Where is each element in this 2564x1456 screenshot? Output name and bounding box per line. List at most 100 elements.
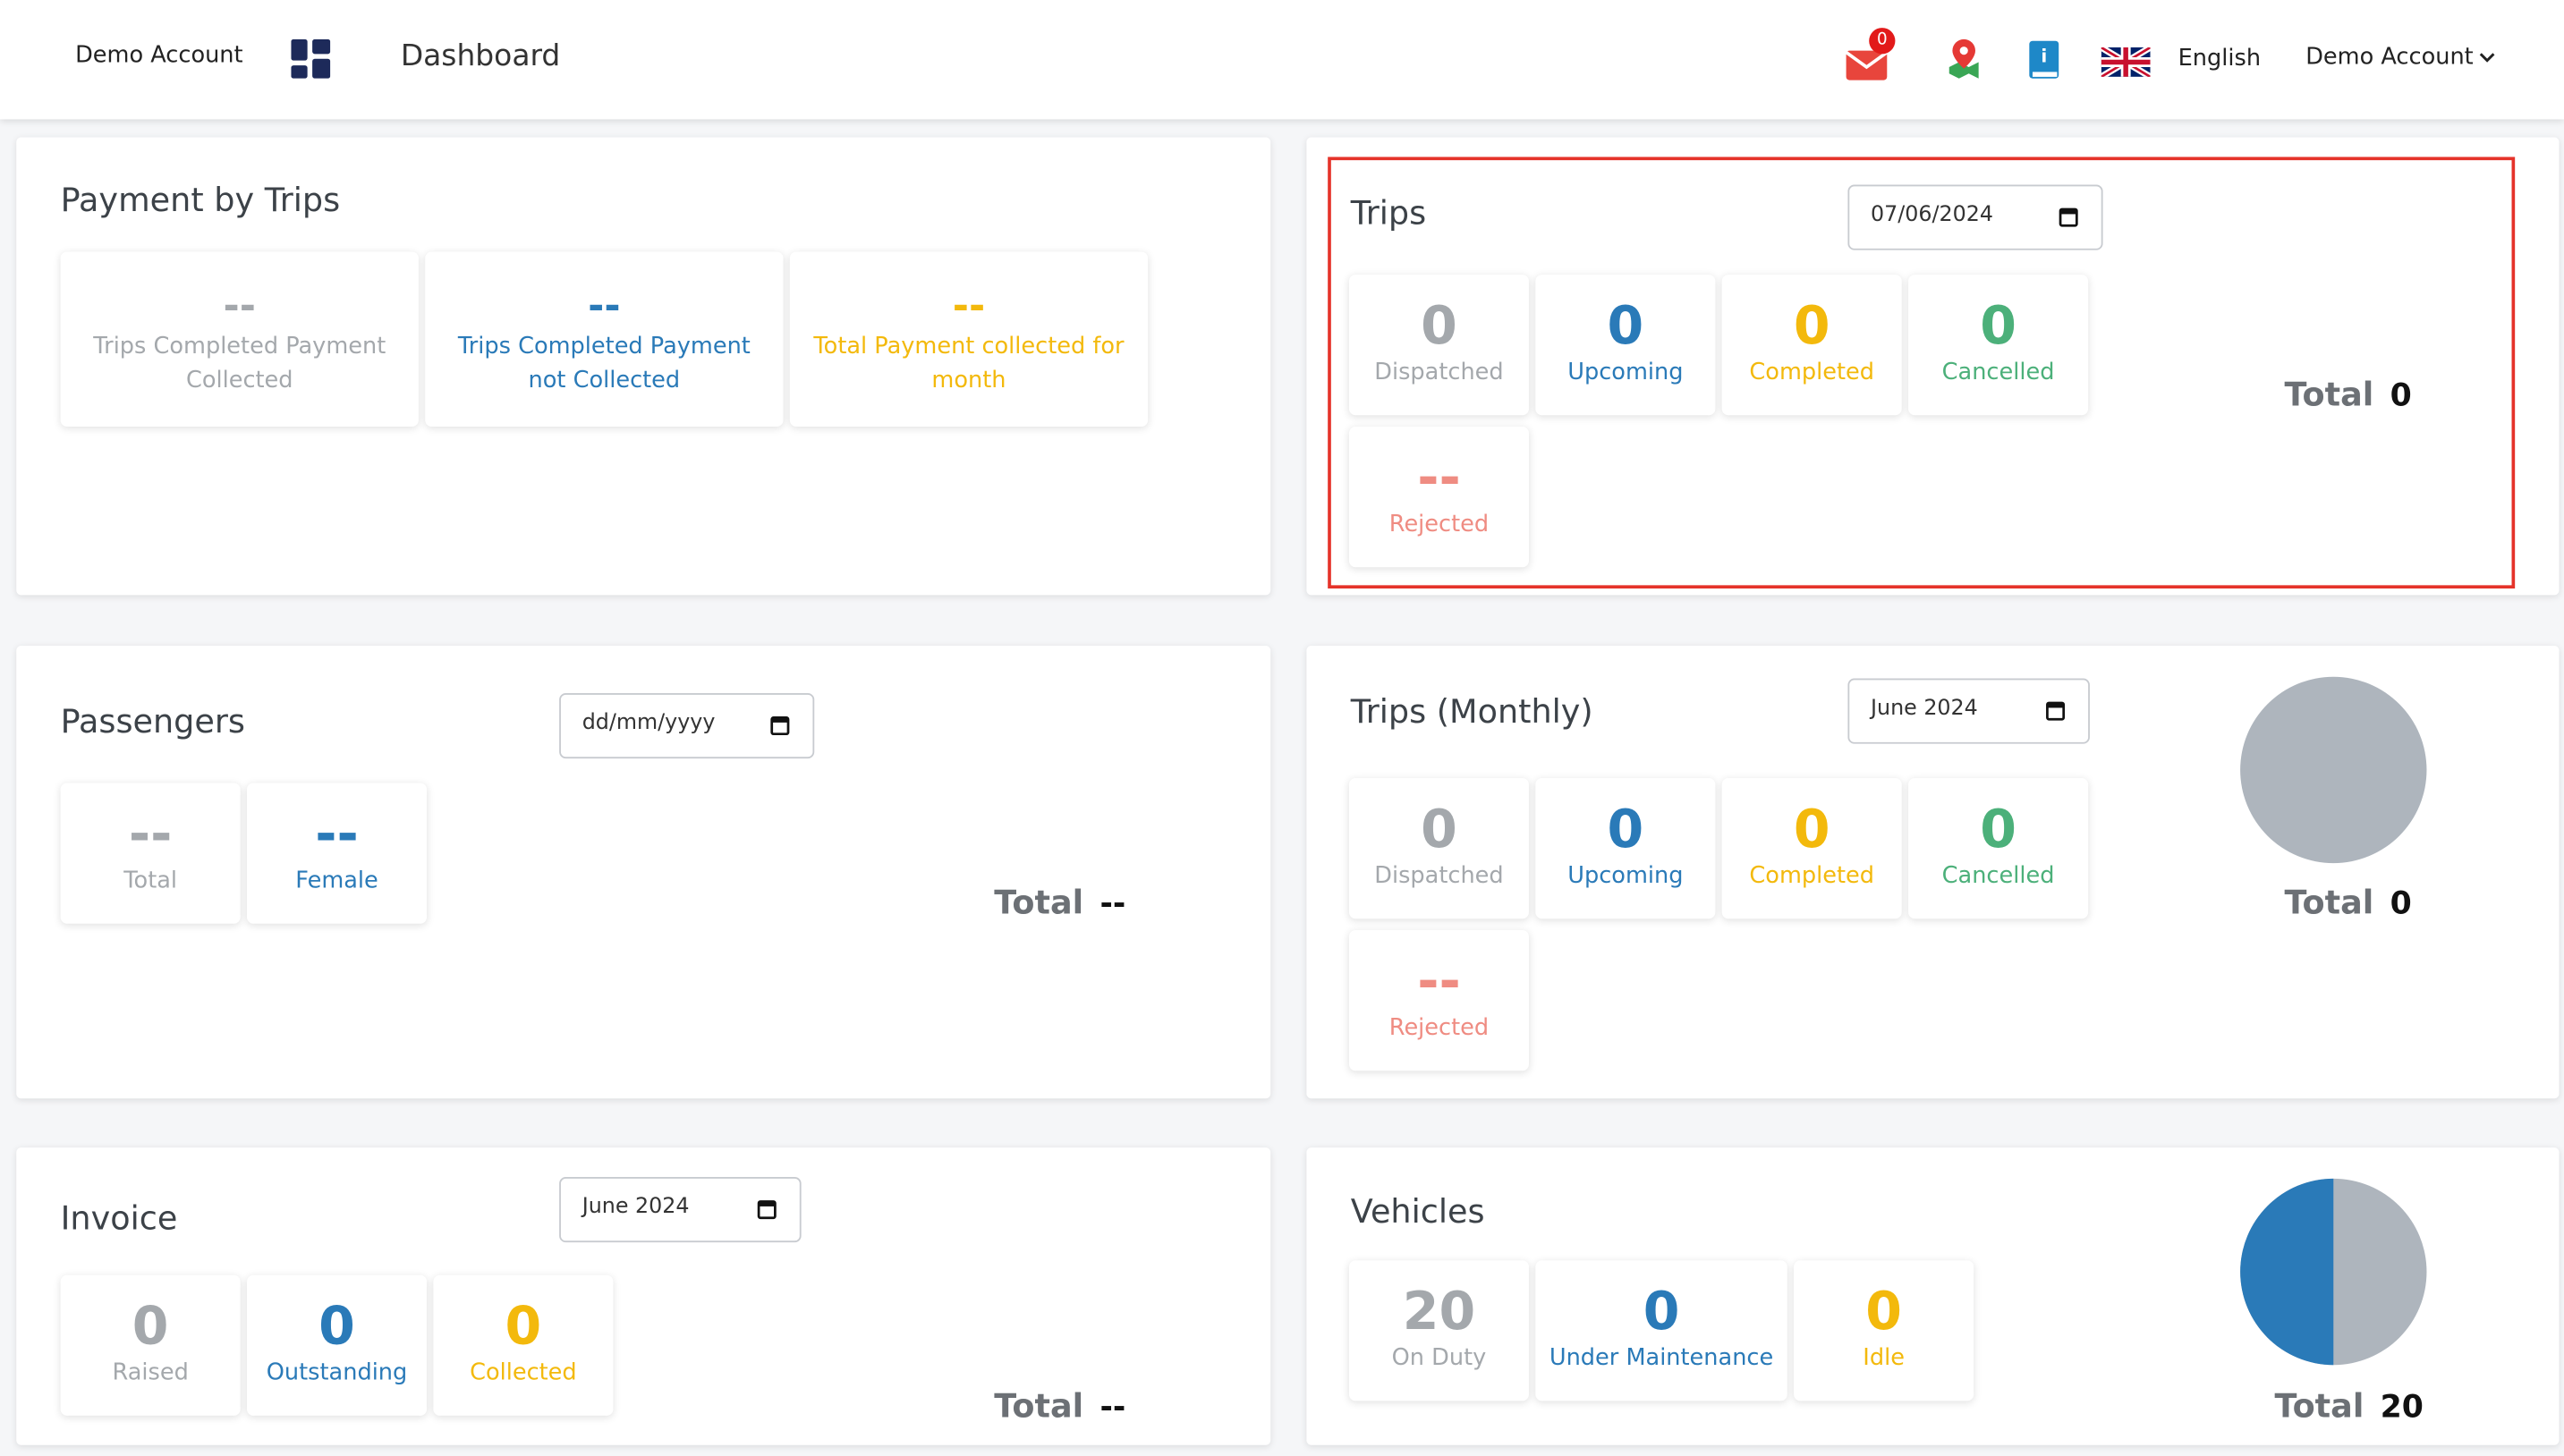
stat-value: -- [1417, 949, 1461, 1012]
trips-monthly-pie [2240, 676, 2427, 864]
stat-value: 0 [318, 1294, 355, 1358]
help-icon[interactable]: i [2027, 39, 2060, 82]
chevron [2479, 53, 2495, 63]
date-value: June 2024 [582, 1195, 690, 1220]
stat-card: 0 Dispatched [1348, 778, 1530, 919]
total-value: -- [1099, 1389, 1126, 1426]
card-title: Trips (Monthly) [1350, 691, 1593, 732]
calendar-icon [2046, 701, 2066, 721]
card-title: Invoice [60, 1198, 178, 1238]
stat-label: Total Payment collected for month [813, 333, 1125, 394]
stat-label: Completed [1749, 360, 1874, 386]
flag-icon[interactable] [2101, 47, 2151, 77]
mail-icon[interactable] [1845, 43, 1890, 82]
card-title: Trips [1350, 192, 1427, 233]
grid-icon[interactable] [291, 38, 331, 79]
calendar-icon [2059, 207, 2078, 227]
stat-value: -- [128, 802, 173, 865]
stat-label: Female [295, 868, 378, 894]
stat-card: -- Rejected [1348, 427, 1530, 568]
stat-card: 20 On Duty [1348, 1260, 1530, 1401]
date-value: 07/06/2024 [1871, 202, 1993, 228]
stat-value: -- [223, 283, 256, 329]
stat-card: 0 Cancelled [1908, 275, 2089, 416]
stat-card: -- Total Payment collected for month [789, 251, 1149, 427]
date-input[interactable]: dd/mm/yyyy [559, 692, 815, 759]
card-title: Payment by Trips [60, 180, 341, 219]
stat-value: -- [588, 283, 621, 329]
date-value: dd/mm/yyyy [582, 711, 716, 736]
total-label: Total [994, 883, 1084, 922]
svg-text:i: i [2041, 45, 2047, 66]
stat-label: Completed [1749, 863, 1874, 890]
card-title: Passengers [60, 701, 245, 741]
stat-label: Raised [112, 1359, 189, 1386]
stat-card: -- Female [246, 783, 428, 924]
stat-label: Collected [470, 1359, 577, 1386]
date-input[interactable]: June 2024 [1847, 678, 2090, 744]
total-value: 20 [2380, 1389, 2424, 1426]
stat-value: -- [952, 283, 986, 329]
stat-label: Idle [1863, 1345, 1905, 1372]
stat-value: -- [1417, 445, 1461, 509]
stat-value: 0 [1607, 294, 1644, 357]
header: Demo Account Dashboard 0 i English Demo … [0, 0, 2564, 120]
notification-badge: 0 [1869, 28, 1896, 55]
stat-value: -- [315, 802, 359, 865]
stat-label: Trips Completed Payment not Collected [457, 333, 751, 394]
total-label: Total [2274, 1385, 2364, 1426]
stat-label: Upcoming [1567, 863, 1684, 890]
total: Total 0 [2284, 375, 2411, 414]
stat-card: 0 Outstanding [246, 1274, 428, 1416]
total: Total -- [994, 883, 1125, 922]
stat-card: 0 Dispatched [1348, 275, 1530, 416]
stat-card: 0 Upcoming [1535, 275, 1716, 416]
language[interactable]: English [2178, 46, 2262, 72]
user-menu[interactable]: Demo Account [2305, 44, 2474, 71]
page-title: Dashboard [400, 38, 561, 74]
stat-value: 0 [1421, 294, 1457, 357]
total: Total 20 [2274, 1386, 2424, 1426]
stat-card: 0 Upcoming [1535, 778, 1716, 919]
stat-label: Total [123, 868, 178, 894]
total: Total -- [994, 1386, 1125, 1426]
map-icon[interactable] [1946, 38, 1982, 80]
stat-value: 0 [1643, 1280, 1680, 1342]
stat-label: Cancelled [1941, 360, 2055, 386]
calendar-icon [770, 716, 790, 736]
stat-value: 0 [1980, 294, 2016, 357]
highlight-box [1328, 157, 2516, 589]
stat-value: 0 [1793, 294, 1830, 357]
total-value: -- [1099, 885, 1126, 922]
stat-value: 0 [1421, 797, 1457, 860]
stat-card: -- Total [60, 783, 241, 924]
date-input[interactable]: June 2024 [559, 1177, 802, 1243]
account[interactable]: Demo Account [75, 42, 243, 69]
stat-label: On Duty [1391, 1345, 1487, 1372]
stat-card: 0 Cancelled [1908, 778, 2089, 919]
stat-value: 0 [505, 1294, 542, 1358]
vehicles-pie [2240, 1178, 2427, 1366]
stat-card: -- Trips Completed Payment Collected [60, 251, 419, 427]
stat-card: 0 Idle [1794, 1260, 1974, 1401]
stat-card: 0 Under Maintenance [1535, 1260, 1787, 1401]
stat-card: -- Trips Completed Payment not Collected [425, 251, 784, 427]
stat-value: 0 [1865, 1280, 1902, 1342]
total-value: 0 [2390, 885, 2412, 922]
total-label: Total [994, 1385, 1084, 1426]
stat-card: 0 Completed [1721, 778, 1902, 919]
stat-label: Trips Completed Payment Collected [93, 333, 386, 394]
stat-label: Cancelled [1941, 863, 2055, 890]
stat-value: 0 [1607, 797, 1644, 860]
stat-card: 0 Completed [1721, 275, 1902, 416]
date-input[interactable]: 07/06/2024 [1847, 184, 2103, 250]
stat-value: 0 [132, 1294, 169, 1358]
total-label: Total [2284, 883, 2374, 922]
stat-value: 0 [1793, 797, 1830, 860]
stat-value: 20 [1402, 1280, 1476, 1342]
stat-value: 0 [1980, 797, 2016, 860]
stat-card: -- Rejected [1348, 930, 1530, 1071]
total-value: 0 [2390, 377, 2412, 414]
